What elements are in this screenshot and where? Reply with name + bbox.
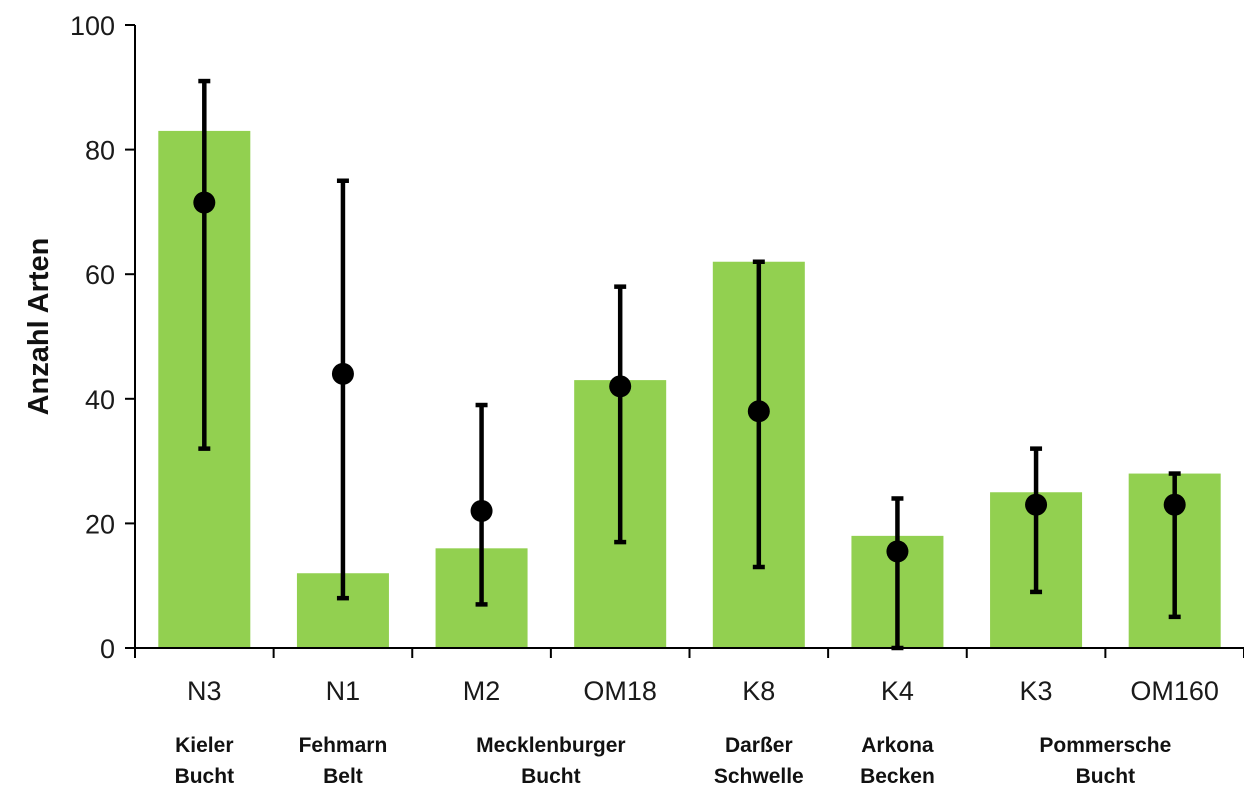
- mean-point: [193, 191, 216, 214]
- y-tick-label: 0: [100, 634, 115, 664]
- y-tick-label: 80: [85, 136, 115, 166]
- region-label-line: Darßer: [725, 734, 793, 757]
- region-label-line: Arkona: [861, 734, 934, 757]
- mean-point: [470, 499, 493, 522]
- axes-layer: [125, 24, 1244, 658]
- x-tick-label: N1: [326, 676, 361, 706]
- region-label: Arkona Becken: [860, 734, 935, 788]
- region-label: Kieler Bucht: [175, 734, 235, 788]
- x-tick-label: K8: [742, 676, 775, 706]
- y-tick-label: 60: [85, 260, 115, 290]
- mean-point: [1163, 493, 1186, 516]
- x-tick-label: N3: [187, 676, 222, 706]
- region-label-line: Bucht: [1076, 765, 1136, 788]
- mean-point: [747, 400, 770, 423]
- x-tick-label: M2: [463, 676, 501, 706]
- error-bars-layer: [193, 78, 1186, 651]
- x-tick-label: K4: [881, 676, 914, 706]
- region-label-line: Belt: [323, 765, 363, 788]
- labels-layer: 0 20 40 60 80 100 N3 N1 M2 OM18 K8 K4 K3 OM160 Kieler B…: [70, 11, 1219, 788]
- y-tick-label: 100: [70, 11, 115, 41]
- mean-point: [886, 540, 909, 563]
- region-label: Darßer Schwelle: [714, 734, 804, 788]
- x-tick-label: OM160: [1130, 676, 1219, 706]
- region-label-line: Pommersche: [1039, 734, 1171, 757]
- mean-point: [609, 375, 632, 398]
- region-label-line: Bucht: [521, 765, 581, 788]
- y-tick-label: 40: [85, 385, 115, 415]
- y-axis-label: Anzahl Arten: [23, 238, 55, 416]
- region-label-line: Bucht: [175, 765, 235, 788]
- region-label-line: Fehmarn: [299, 734, 388, 757]
- mean-point: [331, 362, 354, 385]
- region-label-line: Schwelle: [714, 765, 804, 788]
- region-label: Fehmarn Belt: [299, 734, 388, 788]
- region-label: Mecklenburger Bucht: [476, 734, 625, 788]
- bars-layer: [158, 130, 1221, 648]
- mean-point: [1025, 493, 1048, 516]
- x-tick-label: K3: [1020, 676, 1053, 706]
- region-label-line: Kieler: [175, 734, 233, 757]
- region-label: Pommersche Bucht: [1039, 734, 1171, 788]
- x-tick-label: OM18: [583, 676, 657, 706]
- region-label-line: Becken: [860, 765, 935, 788]
- region-label-line: Mecklenburger: [476, 734, 625, 757]
- y-tick-label: 20: [85, 509, 115, 539]
